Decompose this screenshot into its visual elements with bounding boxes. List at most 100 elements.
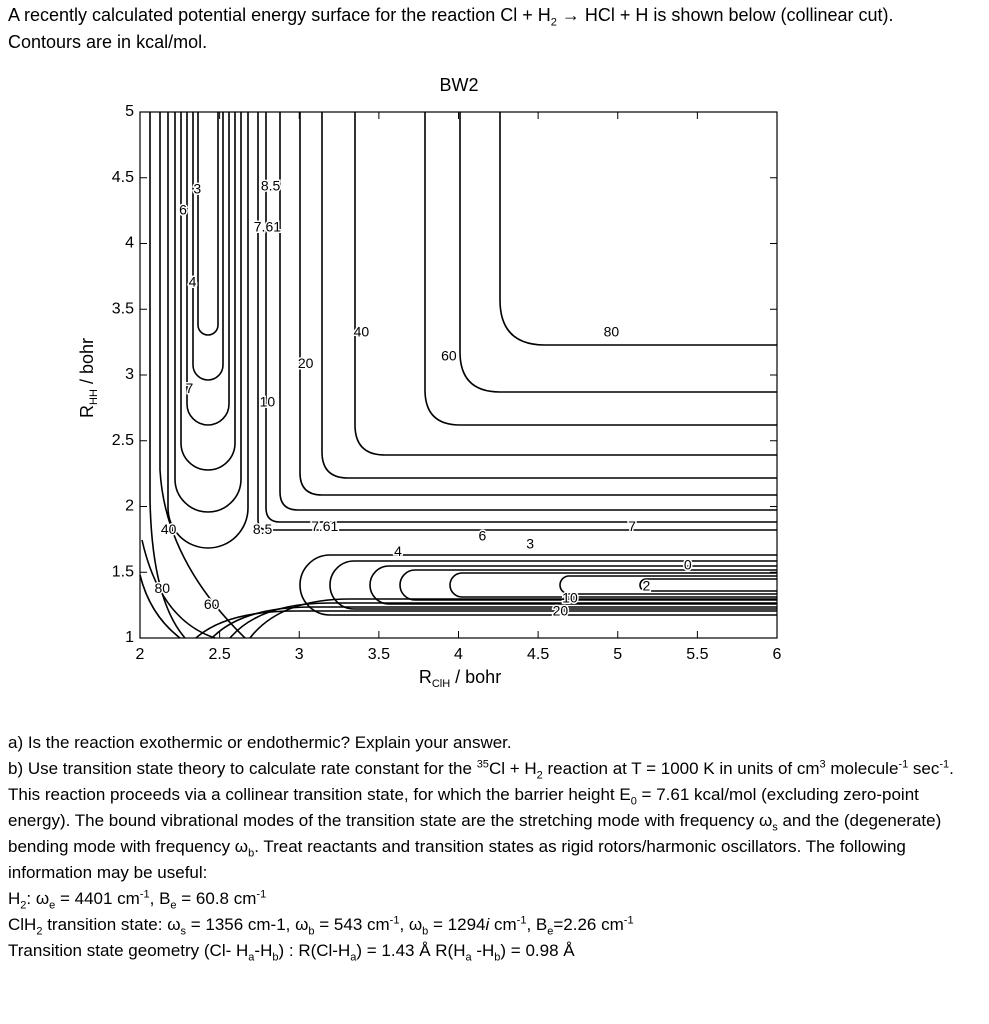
contour-line — [459, 112, 777, 393]
text-run: b — [422, 925, 429, 938]
text-run: a — [465, 951, 472, 964]
paragraph: a) Is the reaction exothermic or endothe… — [8, 730, 980, 756]
contour-line — [192, 112, 224, 381]
contour-line — [265, 112, 777, 523]
axis-label-main: R — [77, 405, 97, 418]
text-run: b — [272, 951, 279, 964]
contour-label: 40 — [161, 521, 177, 537]
text-run: -1 — [898, 758, 909, 771]
x-tick-label: 4 — [454, 646, 463, 663]
paragraph: H2: ωe = 4401 cm-1, Be = 60.8 cm-1 — [8, 886, 980, 912]
y-tick-label: 3 — [125, 366, 134, 383]
contour-label: 6 — [179, 201, 187, 217]
paragraph: b) Use transition state theory to calcul… — [8, 756, 980, 886]
contour-line — [139, 574, 181, 639]
text-run: -1 — [939, 758, 950, 771]
contour-label: 0 — [684, 556, 692, 572]
x-tick-label: 6 — [773, 646, 782, 663]
text-run: e — [170, 899, 177, 912]
text-run: ) : R(Cl-H — [278, 941, 351, 960]
text-run: molecule — [825, 759, 899, 778]
text-run: , ω — [399, 915, 423, 934]
text-run: 0 — [630, 795, 637, 808]
contour-line — [299, 554, 777, 616]
text-run: : ω — [26, 889, 50, 908]
y-tick-label: 3.5 — [112, 300, 134, 317]
paragraph: Transition state geometry (Cl- Ha-Hb) : … — [8, 938, 980, 964]
contour-label: 7.61 — [254, 218, 281, 234]
text-run: , B — [149, 889, 171, 908]
text-run: = 543 cm — [314, 915, 390, 934]
x-tick-label: 2.5 — [209, 646, 231, 663]
paragraph: ClH2 transition state: ωs = 1356 cm-1, ω… — [8, 912, 980, 938]
contour-line — [257, 112, 777, 531]
contour-line — [321, 112, 777, 479]
text-run: -1 — [516, 914, 527, 927]
text-run: sec — [908, 759, 940, 778]
contour-line — [159, 112, 246, 639]
x-tick-label: 2 — [136, 646, 145, 663]
text-run: = 4401 cm — [55, 889, 140, 908]
text-run: a — [350, 951, 357, 964]
text-run: s — [180, 925, 186, 938]
contour-line — [299, 112, 777, 496]
text-run: transition state: ω — [42, 915, 181, 934]
text-run: , B — [526, 915, 548, 934]
y-tick-label: 1.5 — [112, 563, 134, 580]
text-run: . This reaction proceeds via a collinear… — [8, 759, 954, 804]
text-run: e — [49, 899, 56, 912]
contour-label: 7 — [185, 380, 193, 396]
contour-label: 8.5 — [253, 521, 273, 537]
contour-label: 80 — [155, 580, 171, 596]
x-tick-label: 3 — [295, 646, 304, 663]
text-run: a) Is the reaction exothermic or endothe… — [8, 733, 512, 752]
contour-label: 4 — [394, 543, 402, 559]
text-run: → HCl + H is shown below (collinear cut)… — [8, 5, 894, 52]
contour-line — [249, 598, 777, 639]
text-run: ) = 1.43 Å R(H — [356, 941, 466, 960]
text-run: b — [494, 951, 501, 964]
text-run: 2 — [36, 925, 43, 938]
contour-line — [424, 112, 777, 426]
text-run: = 1356 cm-1, ω — [185, 915, 309, 934]
x-tick-label: 5 — [613, 646, 622, 663]
x-tick-label: 5.5 — [686, 646, 708, 663]
y-tick-label: 4.5 — [112, 169, 134, 186]
axis-label-main: R — [419, 667, 432, 687]
contour-line — [559, 575, 777, 595]
text-run: b) Use transition state theory to calcul… — [8, 759, 477, 778]
text-run: A recently calculated potential energy s… — [8, 5, 551, 25]
intro: A recently calculated potential energy s… — [8, 2, 968, 56]
contour-label: 6 — [478, 527, 486, 543]
text-run: 35 — [476, 758, 489, 771]
axis-label-sub: ClH — [432, 678, 450, 690]
text-run: =2.26 cm — [553, 915, 624, 934]
text-run: and the (degenerate) bending mode with f… — [8, 811, 942, 856]
text-run: b — [248, 847, 255, 860]
contour-line — [149, 112, 186, 639]
text-run: = 7.61 kcal/mol (excluding zero-point en… — [8, 785, 919, 830]
text-run: 2 — [550, 16, 557, 29]
text-run: ClH — [8, 915, 37, 934]
y-tick-label: 2 — [125, 498, 134, 515]
x-tick-label: 3.5 — [368, 646, 390, 663]
contour-label: 7 — [628, 518, 636, 534]
contour-line — [195, 610, 777, 639]
text-run: 2 — [536, 769, 543, 782]
chart-title: BW2 — [439, 75, 478, 95]
text-run: -H — [471, 941, 495, 960]
contour-line — [279, 112, 777, 511]
axis-label-sub: HH — [88, 389, 100, 405]
text-run: -1 — [256, 888, 267, 901]
contour-label: 20 — [298, 355, 314, 371]
text-run: a — [248, 951, 255, 964]
axis-label-rest: / bohr — [77, 338, 97, 389]
text-run: b — [308, 925, 315, 938]
contour-label: 2 — [643, 577, 651, 593]
contour-line — [141, 539, 216, 639]
text-run: -1 — [139, 888, 150, 901]
text-run: 3 — [819, 758, 826, 771]
contour-line — [197, 112, 219, 336]
contour-chart: BW2 2 2.5 3 3.5 4 4.5 5 5.5 611.522.533.544.55RC… — [77, 75, 782, 690]
contour-line — [174, 112, 242, 513]
